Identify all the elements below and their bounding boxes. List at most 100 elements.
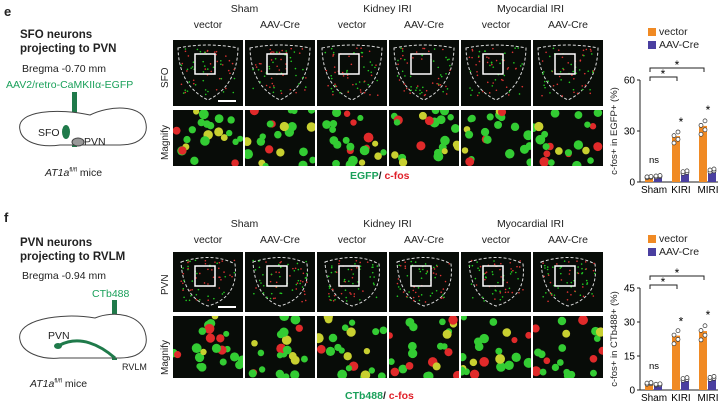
section-micrograph bbox=[389, 40, 459, 106]
magnify-micrograph bbox=[389, 316, 459, 378]
y-tick-label: 30 bbox=[624, 127, 636, 138]
significance-star: * bbox=[675, 266, 680, 280]
x-tick-label: KIRI bbox=[671, 393, 690, 404]
section-micrograph bbox=[533, 252, 603, 312]
column-header-aav-cre: AAV-Cre bbox=[547, 234, 589, 246]
data-point bbox=[702, 323, 708, 329]
panel-f-title: PVN neurons projecting to RVLM bbox=[20, 237, 126, 263]
stain-legend-e: EGFP/ c-fos bbox=[350, 170, 410, 182]
mice-suffix: mice bbox=[77, 167, 103, 179]
magnify-box bbox=[266, 53, 288, 75]
bar-vector-kiri bbox=[672, 136, 680, 182]
significance-star: * bbox=[706, 308, 711, 322]
stain-cfos: c-fos bbox=[384, 170, 410, 182]
stain-sep: / bbox=[382, 390, 389, 402]
legend-swatch bbox=[648, 41, 656, 49]
row-label-magnify-f: Magnify bbox=[160, 339, 171, 375]
pvn-region bbox=[71, 137, 85, 147]
panel-f-bregma: Bregma -0.94 mm bbox=[22, 270, 107, 282]
magnify-box bbox=[410, 53, 432, 75]
section-micrograph bbox=[245, 40, 315, 106]
data-point bbox=[648, 174, 654, 179]
data-point bbox=[684, 168, 690, 174]
significance-star: * bbox=[679, 115, 684, 129]
legend-swatch bbox=[648, 235, 656, 243]
group-header-kidney-e: Kidney IRI bbox=[363, 3, 412, 15]
bar-aav-cre-kiri bbox=[681, 378, 689, 390]
data-point bbox=[684, 375, 690, 380]
x-tick-label: Sham bbox=[641, 185, 667, 196]
brain-outline bbox=[19, 313, 147, 359]
data-point bbox=[702, 332, 708, 338]
significance-star: * bbox=[675, 58, 680, 72]
column-header-aav-cre: AAV-Cre bbox=[547, 19, 589, 31]
bar-aav-cre-sham bbox=[654, 384, 662, 390]
stain-ctb488: CTb488 bbox=[345, 390, 383, 402]
y-tick-label: 0 bbox=[629, 178, 635, 189]
data-point bbox=[698, 122, 704, 128]
section-micrograph bbox=[173, 40, 243, 106]
data-point bbox=[671, 140, 677, 146]
row-label-pvn: PVN bbox=[160, 274, 171, 295]
column-header-vector: vector bbox=[481, 234, 511, 246]
stain-sep: / bbox=[378, 170, 385, 182]
column-header-vector: vector bbox=[337, 234, 367, 246]
section-micrograph bbox=[245, 252, 315, 312]
data-point bbox=[698, 337, 704, 343]
bar-vector-sham bbox=[645, 176, 653, 182]
magnify-box bbox=[338, 53, 360, 75]
projection-path bbox=[59, 339, 116, 360]
magnify-micrograph bbox=[317, 316, 387, 378]
magnify-micrograph bbox=[389, 110, 459, 166]
data-point bbox=[653, 173, 659, 179]
column-header-aav-cre: AAV-Cre bbox=[403, 19, 445, 31]
legend-label: AAV-Cre bbox=[659, 246, 700, 258]
magnify-box bbox=[554, 53, 576, 75]
column-header-vector: vector bbox=[193, 19, 223, 31]
bar-chart-f: c-fos+ in CTb488+ (%) 0 15 30 45 Sham KIRI MIRI… bbox=[609, 266, 719, 404]
section-micrograph bbox=[461, 252, 531, 312]
y-tick-label: 30 bbox=[624, 318, 636, 329]
magnify-micrograph bbox=[173, 110, 243, 166]
magnify-micrograph bbox=[533, 110, 603, 166]
group-header-sham-e: Sham bbox=[230, 3, 259, 15]
mice-sup: fl/fl bbox=[54, 378, 62, 385]
stain-egfp: EGFP bbox=[350, 170, 379, 182]
significance-star: * bbox=[706, 103, 711, 117]
data-point bbox=[644, 380, 650, 386]
mice-suffix: mice bbox=[62, 378, 88, 390]
data-point bbox=[657, 173, 663, 178]
section-micrograph bbox=[389, 252, 459, 312]
data-point bbox=[671, 341, 677, 347]
y-tick-label: 15 bbox=[624, 352, 636, 363]
legend-label: AAV-Cre bbox=[659, 39, 700, 51]
scale-bar bbox=[218, 100, 236, 102]
bracket bbox=[649, 76, 678, 81]
y-tick-label: 60 bbox=[624, 76, 636, 87]
data-point bbox=[680, 376, 686, 381]
panel-f-tracer: CTb488 bbox=[92, 288, 130, 300]
group-header-myocardial-e: Myocardial IRI bbox=[496, 3, 565, 15]
sfo-region bbox=[62, 125, 70, 139]
brain-schematic-e bbox=[19, 92, 147, 147]
panel-e-bregma: Bregma -0.70 mm bbox=[22, 63, 107, 75]
brain-label-pvn: PVN bbox=[84, 136, 106, 148]
magnify-box bbox=[554, 265, 576, 287]
group-header-myocardial-f: Myocardial IRI bbox=[496, 218, 565, 230]
section-micrograph bbox=[461, 40, 531, 106]
column-header-aav-cre: AAV-Cre bbox=[259, 234, 301, 246]
stain-cfos: c-fos bbox=[388, 390, 414, 402]
brain-label-rvlm: RVLM bbox=[122, 362, 147, 372]
column-header-aav-cre: AAV-Cre bbox=[403, 234, 445, 246]
magnify-box bbox=[482, 53, 504, 75]
row-label-magnify-e: Magnify bbox=[160, 124, 171, 160]
magnify-micrograph bbox=[173, 316, 243, 378]
bar-aav-cre-miri bbox=[708, 377, 716, 390]
data-point bbox=[711, 166, 717, 172]
magnify-micrograph bbox=[317, 110, 387, 166]
data-point bbox=[675, 136, 681, 142]
stain-legend-f: CTb488/ c-fos bbox=[345, 390, 414, 402]
significance-ns: ns bbox=[649, 155, 659, 166]
bracket bbox=[649, 67, 705, 72]
magnify-micrograph bbox=[245, 110, 315, 166]
